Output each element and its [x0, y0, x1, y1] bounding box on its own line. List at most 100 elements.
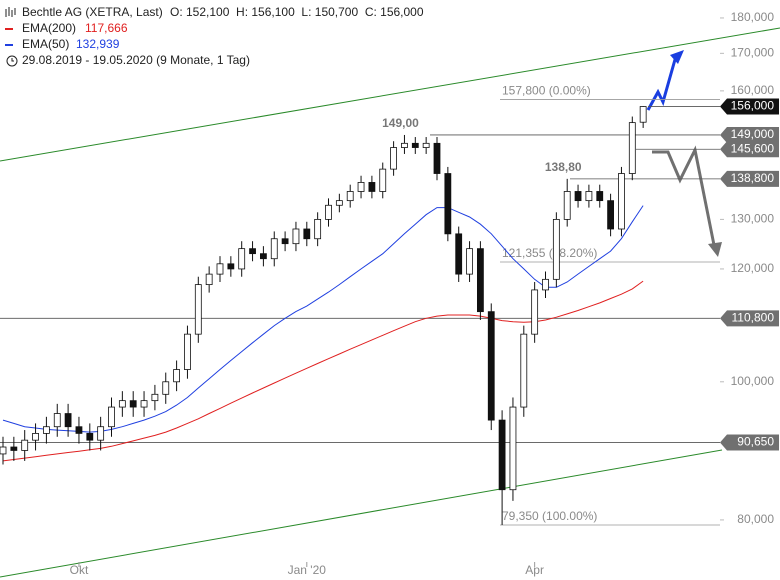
level-label: 145,600 [731, 141, 775, 155]
candle-body [162, 381, 170, 395]
candle-body [53, 413, 61, 428]
candle-body [466, 248, 473, 275]
header: Bechtle AG (XETRA, Last) O: 152,100 H: 1… [5, 5, 424, 67]
candle-body [75, 426, 83, 434]
level-box [720, 434, 779, 451]
candle-body [531, 289, 539, 335]
fib-label: 79,350 (100.00%) [502, 509, 597, 523]
candle-body [335, 200, 343, 206]
level-box [720, 98, 779, 115]
candle-body [216, 263, 224, 275]
level-label: 138,800 [731, 171, 775, 185]
chart-title: Bechtle AG (XETRA, Last) [22, 5, 163, 19]
candle-body [173, 369, 181, 383]
candle-body [32, 433, 39, 441]
candle-body [21, 439, 29, 451]
level-box [720, 170, 779, 187]
candle-body [194, 284, 202, 335]
candle-body [64, 413, 72, 428]
candle-body [314, 218, 322, 240]
candle-body [411, 142, 419, 148]
projection-up-head [670, 50, 684, 64]
fib-label: 121,355 (38.20%) [502, 246, 597, 260]
legend-value: 132,939 [76, 37, 120, 51]
candle-body [108, 406, 115, 428]
candle-body [205, 273, 213, 286]
candle-body [118, 400, 126, 408]
legend-label: EMA(200) [22, 21, 76, 35]
legend-label: EMA(50) [22, 37, 69, 51]
y-tick-label: 100,000 [731, 374, 775, 388]
candle-body [129, 400, 137, 408]
x-tick-label: Jan '20 [288, 563, 327, 577]
candle-body [184, 333, 191, 370]
chart-icon [5, 7, 16, 17]
y-tick-label: 80,000 [737, 512, 774, 526]
fib-label: 157,800 (0.00%) [502, 84, 591, 98]
candle-body [520, 333, 528, 408]
candle-body [563, 191, 571, 220]
candle-body [574, 191, 582, 202]
projection-up [646, 55, 678, 111]
candle-body [401, 142, 408, 148]
candle-body [542, 278, 549, 291]
candle-body [368, 182, 376, 192]
x-tick-label: Okt [70, 563, 89, 577]
level-label: 90,650 [737, 435, 774, 449]
y-tick-label: 160,000 [731, 83, 775, 97]
candle-body [628, 122, 636, 174]
candle-body [303, 228, 311, 240]
ohlc-summary: O: 152,100 H: 156,100 L: 150,700 C: 156,… [170, 5, 424, 19]
y-tick-label: 180,000 [731, 10, 775, 24]
candle-body [140, 400, 148, 408]
projection-down-head [708, 242, 722, 257]
candle-body [357, 182, 365, 192]
candle-body [151, 393, 159, 402]
candle-body [585, 191, 593, 202]
candle-body [618, 173, 625, 230]
candle-body [249, 248, 256, 255]
candle-body [422, 142, 430, 148]
legend-value: 117,666 [85, 21, 128, 35]
level-box [720, 141, 779, 158]
period: 29.08.2019 - 19.05.2020 (9 Monate, 1 Tag… [22, 53, 250, 67]
candle-body [607, 200, 614, 230]
candle-body [10, 446, 18, 451]
candle-body [86, 433, 94, 441]
annotation: 138,80 [545, 160, 582, 174]
candle-body [444, 173, 452, 235]
candle-body [259, 253, 267, 260]
y-tick-label: 130,000 [731, 212, 775, 226]
candle-body [433, 142, 441, 174]
candle-body [292, 228, 300, 245]
clock-icon [6, 55, 18, 67]
level-box [720, 126, 779, 143]
projection-down [652, 145, 716, 246]
level-label: 149,000 [731, 127, 775, 141]
level-label: 110,800 [732, 310, 775, 324]
candle-body [639, 106, 647, 123]
candle-body [498, 419, 506, 491]
y-tick-label: 170,000 [731, 46, 775, 60]
candle-body [281, 238, 289, 245]
candle-body [346, 191, 354, 202]
candle-body [325, 204, 332, 220]
candle-body [379, 168, 387, 192]
candle-body [509, 406, 517, 491]
candle-body [487, 311, 495, 421]
candle-body [455, 233, 463, 275]
y-tick-label: 120,000 [731, 261, 775, 275]
candle-body [596, 191, 604, 202]
x-tick-label: Apr [525, 563, 544, 577]
trend-channel-lower [0, 449, 723, 578]
level-label: 156,000 [731, 99, 775, 113]
candle-body [0, 446, 7, 455]
candle-body [97, 426, 105, 441]
ema-line [2, 205, 644, 433]
annotation: 149,00 [382, 116, 419, 130]
candle-body [227, 263, 235, 270]
candle-body [552, 218, 560, 280]
trend-channel-upper [0, 27, 780, 162]
candle-body [270, 238, 278, 260]
